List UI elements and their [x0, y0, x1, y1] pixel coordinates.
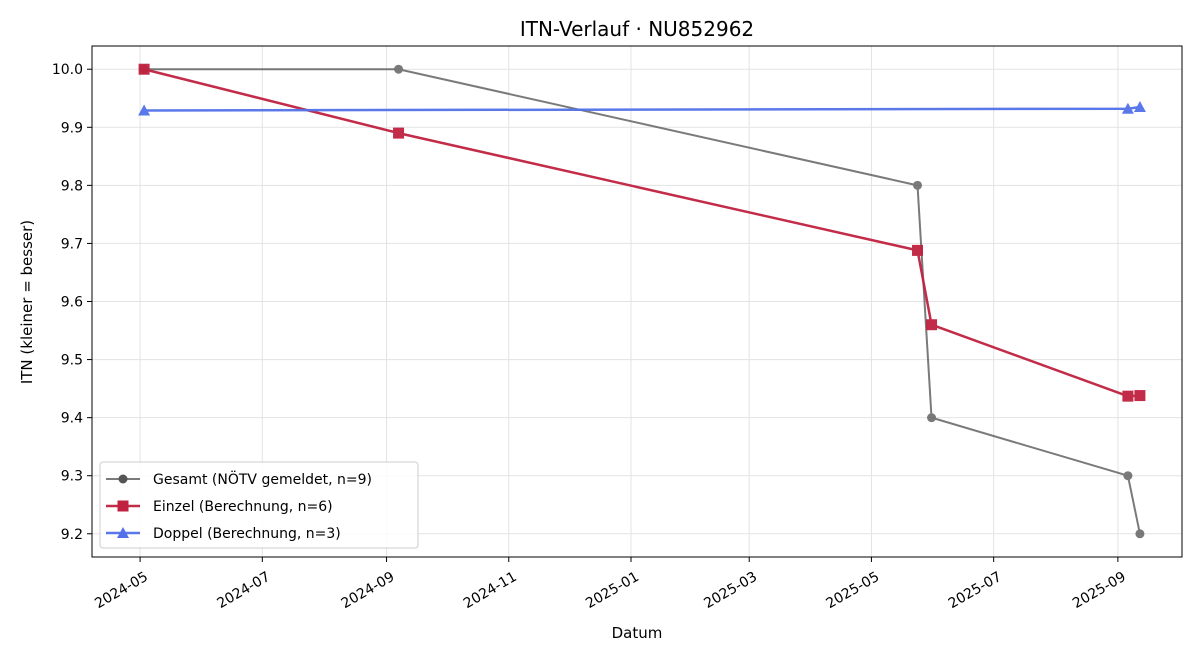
legend-label: Doppel (Berechnung, n=3) — [153, 526, 341, 542]
data-point — [926, 319, 938, 331]
data-point — [394, 64, 404, 74]
data-point — [138, 63, 150, 75]
legend: Gesamt (NÖTV gemeldet, n=9) Einzel (Berec… — [99, 461, 419, 549]
y-axis-title: ITN (kleiner = besser) — [18, 220, 36, 384]
legend-item: Doppel (Berechnung, n=3) — [106, 526, 341, 542]
legend-marker — [117, 500, 129, 512]
data-point — [1135, 529, 1145, 539]
y-tick-label: 10.0 — [52, 62, 83, 78]
y-tick-label: 9.2 — [61, 527, 83, 543]
legend-label: Einzel (Berechnung, n=6) — [153, 499, 333, 515]
data-point — [1121, 102, 1134, 114]
series-square — [138, 63, 1146, 402]
data-point — [1123, 471, 1133, 481]
y-tick-label: 9.5 — [61, 353, 83, 369]
y-tick-label: 9.8 — [61, 178, 83, 194]
y-tick-label: 9.9 — [61, 120, 83, 136]
y-axis: 9.2 9.3 9.4 9.5 9.6 9.7 9.8 9.9 10.0 — [52, 62, 92, 543]
y-tick-label: 9.6 — [61, 295, 83, 311]
data-point — [912, 244, 924, 256]
data-point — [927, 413, 937, 423]
series-line — [144, 68, 1141, 534]
legend-box — [99, 461, 419, 549]
data-point — [1134, 390, 1146, 402]
data-point — [393, 127, 405, 139]
series-triangle — [138, 100, 1146, 116]
x-axis-title: Datum — [612, 624, 663, 642]
legend-marker — [118, 474, 128, 484]
chart-title: ITN-Verlauf · NU852962 — [520, 17, 754, 41]
legend-marker — [117, 527, 129, 538]
series-layer — [138, 63, 1146, 539]
data-point — [1122, 390, 1134, 402]
legend-label: Gesamt (NÖTV gemeldet, n=9) — [153, 470, 372, 488]
data-point — [138, 104, 151, 116]
data-point — [913, 180, 923, 190]
data-point — [1133, 100, 1146, 112]
y-tick-label: 9.7 — [61, 236, 83, 252]
legend-item: Gesamt (NÖTV gemeldet, n=9) — [106, 470, 372, 488]
y-tick-label: 9.4 — [61, 411, 83, 427]
legend-item: Einzel (Berechnung, n=6) — [106, 499, 333, 515]
y-tick-label: 9.3 — [61, 469, 83, 485]
